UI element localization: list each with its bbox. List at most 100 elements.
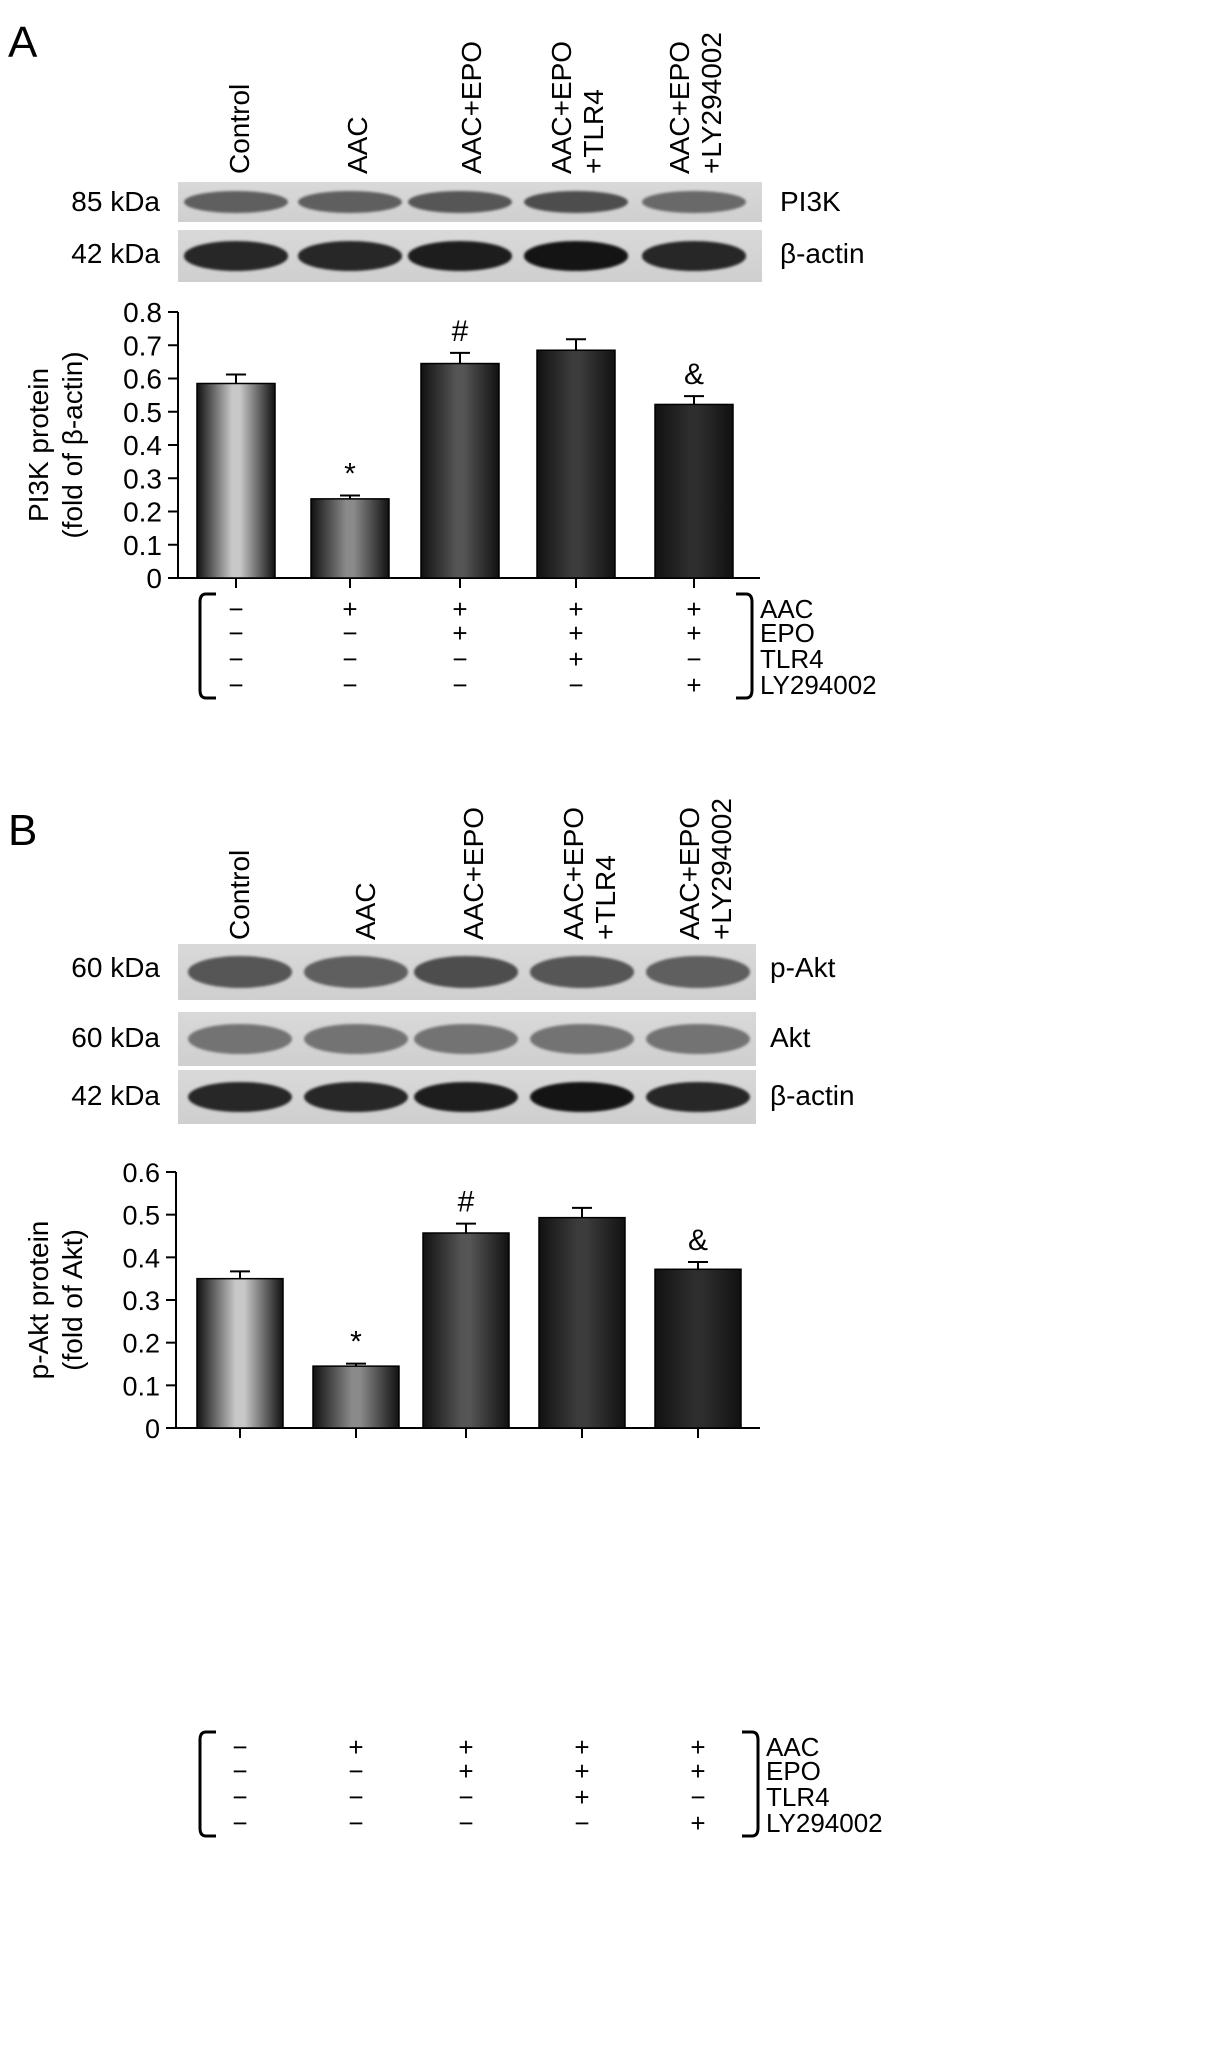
factor-cell: − [232,1756,247,1786]
blot-band [524,241,628,271]
factor-cell: + [342,594,357,624]
y-tick-label: 0.1 [123,530,162,561]
factor-cell: + [348,1732,363,1762]
factor-cell: + [690,1756,705,1786]
factor-cell: − [458,1808,473,1838]
blot-kda-pi3k: 85 kDa [71,186,160,217]
right-bracket [742,1730,760,1838]
factor-cell: − [574,1808,589,1838]
blot-kda-bactin-b: 42 kDa [71,1080,160,1111]
blot-band [646,1081,750,1113]
y-axis-label-line1: p-Akt protein [23,1221,54,1380]
factor-cell: + [452,594,467,624]
bar-3 [538,1216,626,1429]
significance-mark: # [452,315,469,348]
factor-cell: − [232,1782,247,1812]
left-bracket [198,1730,216,1838]
y-tick-label: 0.4 [123,430,162,461]
blot-band [414,956,518,988]
factor-label: TLR4 [760,644,824,674]
bar-4 [654,403,734,579]
factor-label: EPO [766,1756,821,1786]
factor-cell: − [228,618,243,648]
y-tick-label: 0 [145,1414,160,1444]
blot-protein-akt: Akt [770,1022,811,1053]
lane-label-aac-b: AAC [350,882,381,940]
y-tick-label: 0.7 [123,330,162,361]
factor-label: TLR4 [766,1782,830,1812]
factor-cell: − [232,1808,247,1838]
factor-cell: − [228,670,243,700]
lane-label-aac-epo-ly-line1: AAC+EPO [664,40,695,174]
blot-kda-akt: 60 kDa [71,1022,160,1053]
blot-akt [178,1012,756,1066]
significance-mark: # [458,1186,475,1219]
blot-protein-bactin-b: β-actin [770,1080,855,1111]
lane-label-aac-epo-tlr4-line1: AAC+EPO [546,40,577,174]
y-tick-label: 0.4 [122,1243,160,1273]
bar-1 [312,1365,400,1429]
significance-mark: * [350,1326,362,1359]
factor-table-b: − + + + + AAC − − + + + EPO − − − + − TLR4− − − − + LY294002 [0,1728,1205,1838]
y-tick-label: 0.2 [123,497,162,528]
factor-table-a: − + + + + AAC − − + + + EPO − − − + − TLR4− − − − + LY294002 [0,590,1205,700]
factor-cell: − [228,644,243,674]
blot-kda-pakt: 60 kDa [71,952,160,983]
y-axis-label-line1: PI3K protein [23,368,54,522]
factor-cell: + [574,1782,589,1812]
y-tick-label: 0.5 [123,397,162,428]
blot-band [646,956,750,988]
blot-band [408,241,512,271]
lane-label-aac-epo-ly-line1-b: AAC+EPO [674,806,705,940]
significance-mark: & [684,358,704,391]
factor-cell: + [452,618,467,648]
y-tick-label: 0.1 [122,1371,160,1401]
factor-cell: + [568,594,583,624]
factor-svg: − + + + + AAC− − + + + EPO− − − + − TLR4− − − − + LY294002 [198,1730,883,1838]
blot-band [414,1023,518,1055]
factor-cell: + [568,618,583,648]
factor-cell: − [232,1732,247,1762]
left-bracket [198,592,216,700]
lane-label-aac-epo-ly-line2-b: +LY294002 [706,798,737,940]
lane-label-control: Control [224,83,255,174]
y-tick-label: 0.8 [123,297,162,328]
blot-band [188,1023,292,1055]
bar-0 [196,382,276,579]
bar-3 [536,349,616,579]
blot-band [642,190,746,214]
blot-protein-pi3k: PI3K [780,186,841,217]
factor-label: EPO [760,618,815,648]
factor-svg: − + + + + AAC− − + + + EPO− − − + − TLR4− − − − + LY294002 [198,592,877,700]
blot-band [184,241,288,271]
factor-cell: − [348,1782,363,1812]
y-tick-label: 0.5 [122,1201,160,1231]
panel-letter-a: A [8,18,38,67]
chart-a: 00.10.20.30.40.50.60.70.8 PI3K protein (fo… [23,297,760,594]
blot-pakt [178,944,756,1000]
blot-band [530,1023,634,1055]
bar-2 [422,1232,510,1429]
blot-band [304,1081,408,1113]
factor-label: AAC [766,1732,819,1762]
bar-4 [654,1268,742,1429]
factor-cell: − [458,1782,473,1812]
blot-band [646,1023,750,1055]
blot-band [184,190,288,214]
y-tick-label: 0.6 [122,1158,160,1188]
blot-protein-pakt: p-Akt [770,952,836,983]
factor-cell: + [686,670,701,700]
factor-cell: + [574,1756,589,1786]
significance-mark: & [688,1224,708,1257]
y-tick-label: 0.3 [122,1286,160,1316]
factor-cell: − [690,1782,705,1812]
chart-b: 0 0.1 0.2 0.3 0.4 0.5 0.6 p-Akt protein (fold of… [23,1158,760,1444]
blot-band [642,241,746,271]
factor-cell: + [568,644,583,674]
factor-cell: − [228,594,243,624]
blot-pi3k [178,182,762,222]
bar-2 [420,362,500,579]
factor-cell: + [574,1732,589,1762]
y-tick-label: 0.6 [123,364,162,395]
blot-band [408,190,512,214]
